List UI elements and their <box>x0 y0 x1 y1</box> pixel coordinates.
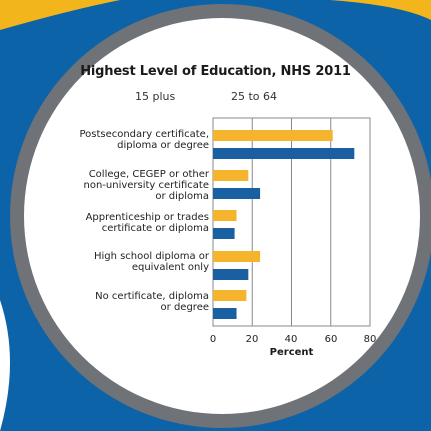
bar-15-plus-category-4 <box>213 290 247 301</box>
category-label-0: Postsecondary certificate, diploma or de… <box>59 129 209 151</box>
category-label-4-line-0: No certificate, diploma <box>95 291 209 302</box>
legend: 15 plus 25 to 64 <box>0 90 431 106</box>
category-label-1-line-2: or diploma <box>155 191 209 202</box>
bar-15-plus-category-0 <box>213 130 333 141</box>
x-tick-label-0: 0 <box>209 334 217 345</box>
left-white-shape <box>0 300 10 431</box>
top-right-yellow-swoosh <box>330 0 431 20</box>
category-label-1-line-0: College, CEGEP or other <box>88 169 209 180</box>
category-label-1: College, CEGEP or other non-university c… <box>59 169 209 202</box>
category-label-2-line-1: certificate or diploma <box>101 223 209 234</box>
bar-15-plus-category-1 <box>213 170 249 181</box>
category-label-0-line-1: diploma or degree <box>117 140 209 151</box>
bar-15-plus-category-2 <box>213 210 237 221</box>
x-tick-label-80: 80 <box>363 334 377 345</box>
category-label-4-line-1: or degree <box>160 302 209 313</box>
x-tick-label-60: 60 <box>324 334 338 345</box>
category-label-1-line-1: non-university certificate <box>83 180 209 191</box>
bar-15-plus-category-3 <box>213 251 261 262</box>
bar-25-to-64-category-4 <box>213 308 237 319</box>
category-label-2-line-0: Apprenticeship or trades <box>85 212 209 223</box>
legend-item-15-plus: 15 plus <box>135 90 176 103</box>
bar-25-to-64-category-1 <box>213 188 261 199</box>
category-label-3: High school diploma or equivalent only <box>59 251 209 273</box>
bar-25-to-64-category-3 <box>213 269 249 280</box>
x-tick-label-20: 20 <box>245 334 259 345</box>
chart-title: Highest Level of Education, NHS 2011 <box>80 64 351 79</box>
top-left-yellow-swoosh <box>0 0 120 30</box>
category-label-4: No certificate, diploma or degree <box>59 291 209 313</box>
category-label-2: Apprenticeship or trades certificate or … <box>59 212 209 234</box>
x-axis-label: Percent <box>269 347 314 358</box>
category-label-3-line-0: High school diploma or <box>93 251 209 262</box>
legend-item-25-to-64: 25 to 64 <box>231 90 278 103</box>
category-label-0-line-0: Postsecondary certificate, <box>79 129 209 140</box>
bar-25-to-64-category-0 <box>213 148 355 159</box>
category-label-3-line-1: equivalent only <box>131 262 209 273</box>
bars <box>213 130 355 319</box>
x-tick-label-40: 40 <box>284 334 298 345</box>
bar-25-to-64-category-2 <box>213 228 235 239</box>
